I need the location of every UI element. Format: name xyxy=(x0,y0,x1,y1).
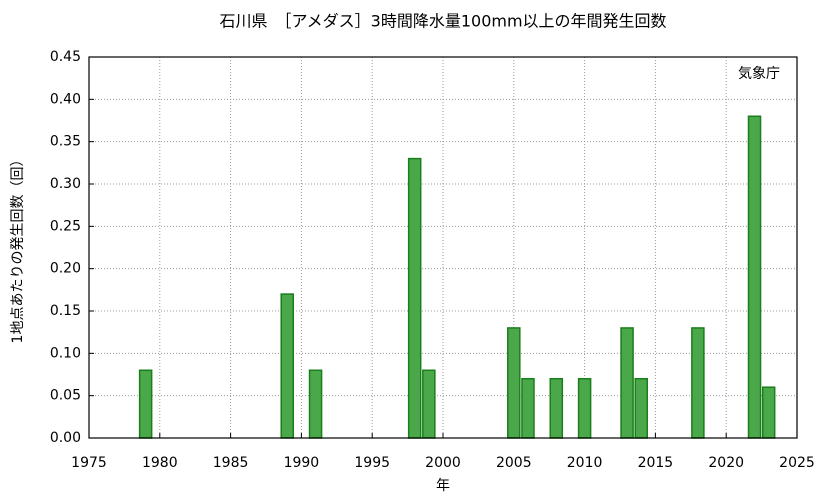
annotation: 気象庁 xyxy=(738,66,780,82)
y-tick-label: 0.10 xyxy=(50,345,81,361)
x-tick-label: 1975 xyxy=(71,455,107,471)
x-tick-label: 2025 xyxy=(779,455,815,471)
bar xyxy=(620,327,634,439)
bar xyxy=(521,377,535,439)
x-tick-label: 1980 xyxy=(142,455,178,471)
bar xyxy=(507,327,521,439)
bar xyxy=(691,327,705,439)
x-tick-label: 1995 xyxy=(354,455,390,471)
x-tick-label: 2015 xyxy=(638,455,674,471)
bar xyxy=(747,115,762,439)
bar xyxy=(549,377,564,439)
y-tick-label: 0.45 xyxy=(50,49,81,65)
plot-frame xyxy=(88,56,798,439)
x-tick-label: 1985 xyxy=(213,455,249,471)
y-tick-label: 0.20 xyxy=(50,261,81,277)
x-tick-label: 2000 xyxy=(425,455,461,471)
bar xyxy=(308,369,323,439)
bar xyxy=(761,386,776,439)
y-tick-label: 0.40 xyxy=(50,91,81,107)
bar xyxy=(577,377,592,439)
y-tick-label: 0.15 xyxy=(50,303,81,319)
y-tick-label: 0.35 xyxy=(50,134,81,150)
x-tick-label: 2010 xyxy=(567,455,603,471)
chart-title: 石川県 ［アメダス］3時間降水量100mm以上の年間発生回数 xyxy=(219,12,666,31)
x-tick-label: 2020 xyxy=(708,455,744,471)
y-tick-label: 0.25 xyxy=(50,218,81,234)
y-tick-label: 0.05 xyxy=(50,388,81,404)
bar xyxy=(280,293,295,439)
y-tick-label: 0.00 xyxy=(50,430,81,446)
bar xyxy=(634,377,649,439)
bar xyxy=(422,369,436,439)
x-axis-label: 年 xyxy=(436,478,450,494)
bar xyxy=(138,369,153,439)
x-tick-label: 2005 xyxy=(496,455,532,471)
bar xyxy=(407,157,422,439)
y-axis-label: 1地点あたりの発生回数（回） xyxy=(10,153,26,344)
x-tick-label: 1990 xyxy=(284,455,320,471)
y-tick-label: 0.30 xyxy=(50,176,81,192)
